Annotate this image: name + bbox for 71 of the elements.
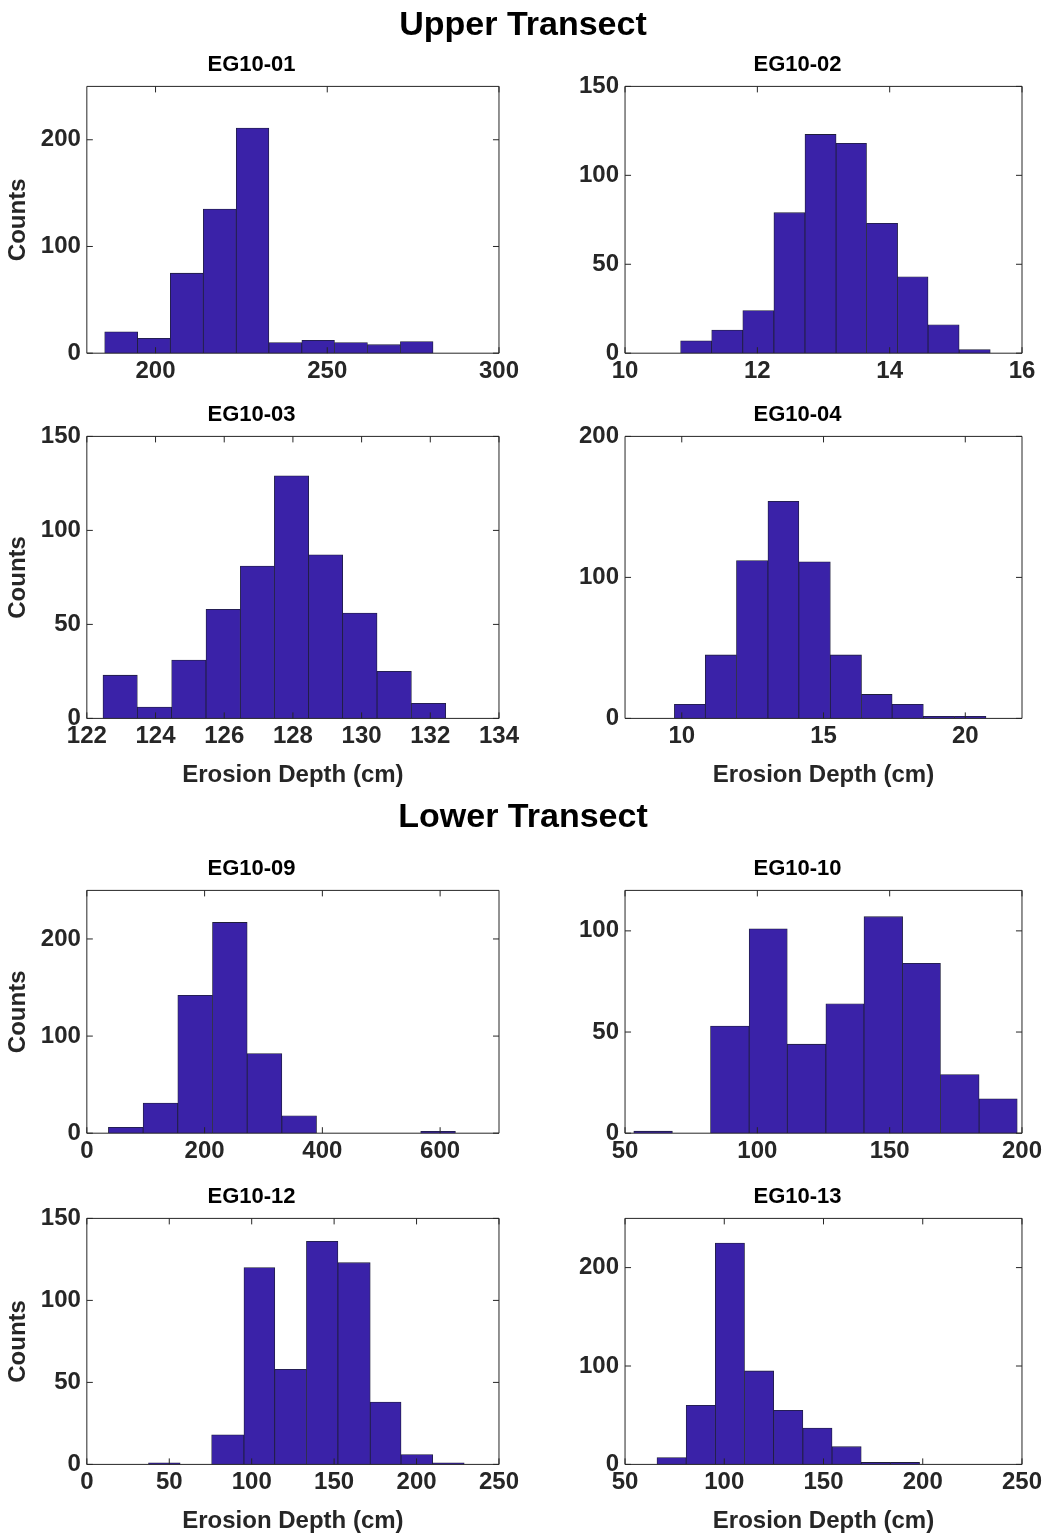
y-tick-label: 200 (579, 421, 620, 449)
y-tick-label: 150 (40, 421, 81, 449)
x-tick-label: 200 (184, 1136, 225, 1164)
x-tick-label: 14 (876, 356, 904, 384)
y-tick-label: 50 (54, 1367, 81, 1395)
x-tick-label: 150 (803, 1467, 844, 1495)
chart-title: EG10-10 (753, 855, 842, 881)
x-tick-label: 130 (341, 721, 382, 749)
x-tick-label: 200 (396, 1467, 437, 1495)
x-tick-label: 150 (869, 1136, 910, 1164)
x-tick-label: 250 (307, 356, 348, 384)
x-tick-label: 200 (135, 356, 176, 384)
chart-title: EG10-02 (753, 51, 842, 77)
x-tick-label: 250 (1001, 1467, 1042, 1495)
y-tick-label: 200 (40, 923, 81, 951)
y-tick-label: 100 (40, 1020, 81, 1048)
x-tick-label: 150 (314, 1467, 355, 1495)
x-tick-label: 10 (668, 721, 696, 749)
chart-title: EG10-13 (753, 1183, 842, 1209)
x-tick-label: 200 (1001, 1136, 1042, 1164)
y-tick-label: 50 (54, 609, 81, 637)
y-tick-label: 100 (579, 159, 620, 187)
y-tick-label: 0 (67, 1117, 81, 1145)
y-tick-label: 0 (67, 1449, 81, 1477)
y-tick-label: 200 (40, 124, 81, 152)
y-tick-label: 100 (40, 231, 81, 259)
x-axis-title: Erosion Depth (cm) (182, 1506, 404, 1534)
x-tick-label: 132 (410, 721, 451, 749)
text: Lower Transect (397, 796, 649, 835)
x-tick-label: 100 (737, 1136, 778, 1164)
y-tick-label: 50 (592, 248, 620, 276)
x-tick-label: 16 (1008, 356, 1036, 384)
chart-title: EG10-09 (207, 855, 296, 881)
x-tick-label: 100 (704, 1467, 745, 1495)
y-axis-title: Counts (3, 536, 31, 619)
y-tick-label: 100 (40, 515, 81, 543)
x-tick-label: 126 (204, 721, 245, 749)
x-axis-title: Erosion Depth (cm) (712, 760, 935, 788)
x-tick-label: 128 (272, 721, 313, 749)
y-tick-label: 100 (579, 1350, 620, 1378)
x-tick-label: 20 (951, 721, 979, 749)
x-axis-title: Erosion Depth (cm) (712, 1506, 935, 1534)
chart-title: EG10-04 (753, 401, 843, 427)
x-tick-label: 100 (231, 1467, 272, 1495)
y-tick-label: 50 (592, 1016, 620, 1044)
x-tick-label: 250 (478, 1467, 519, 1495)
y-tick-label: 150 (579, 71, 620, 99)
text: Upper Transect (398, 4, 648, 43)
y-axis-title: Counts (3, 178, 31, 262)
chart-title: EG10-12 (207, 1183, 296, 1209)
y-tick-label: 0 (605, 703, 620, 731)
y-tick-label: 100 (40, 1285, 81, 1313)
x-tick-label: 400 (302, 1136, 343, 1164)
x-tick-label: 50 (155, 1467, 183, 1495)
y-tick-label: 100 (579, 915, 620, 943)
y-tick-label: 200 (579, 1252, 620, 1280)
x-tick-label: 12 (744, 356, 771, 384)
y-tick-label: 0 (67, 337, 81, 365)
x-tick-label: 600 (420, 1136, 461, 1164)
y-tick-label: 150 (40, 1203, 81, 1231)
chart-title: EG10-01 (207, 51, 296, 77)
y-axis-title: Counts (3, 970, 31, 1054)
chart-title: EG10-03 (207, 401, 296, 427)
x-axis-title: Erosion Depth (cm) (182, 760, 404, 788)
x-tick-label: 134 (478, 721, 520, 749)
x-tick-label: 300 (478, 356, 519, 384)
x-tick-label: 200 (902, 1467, 943, 1495)
y-tick-label: 100 (579, 562, 620, 590)
x-tick-label: 124 (135, 721, 177, 749)
x-tick-label: 15 (810, 721, 837, 749)
y-axis-title: Counts (3, 1300, 31, 1383)
